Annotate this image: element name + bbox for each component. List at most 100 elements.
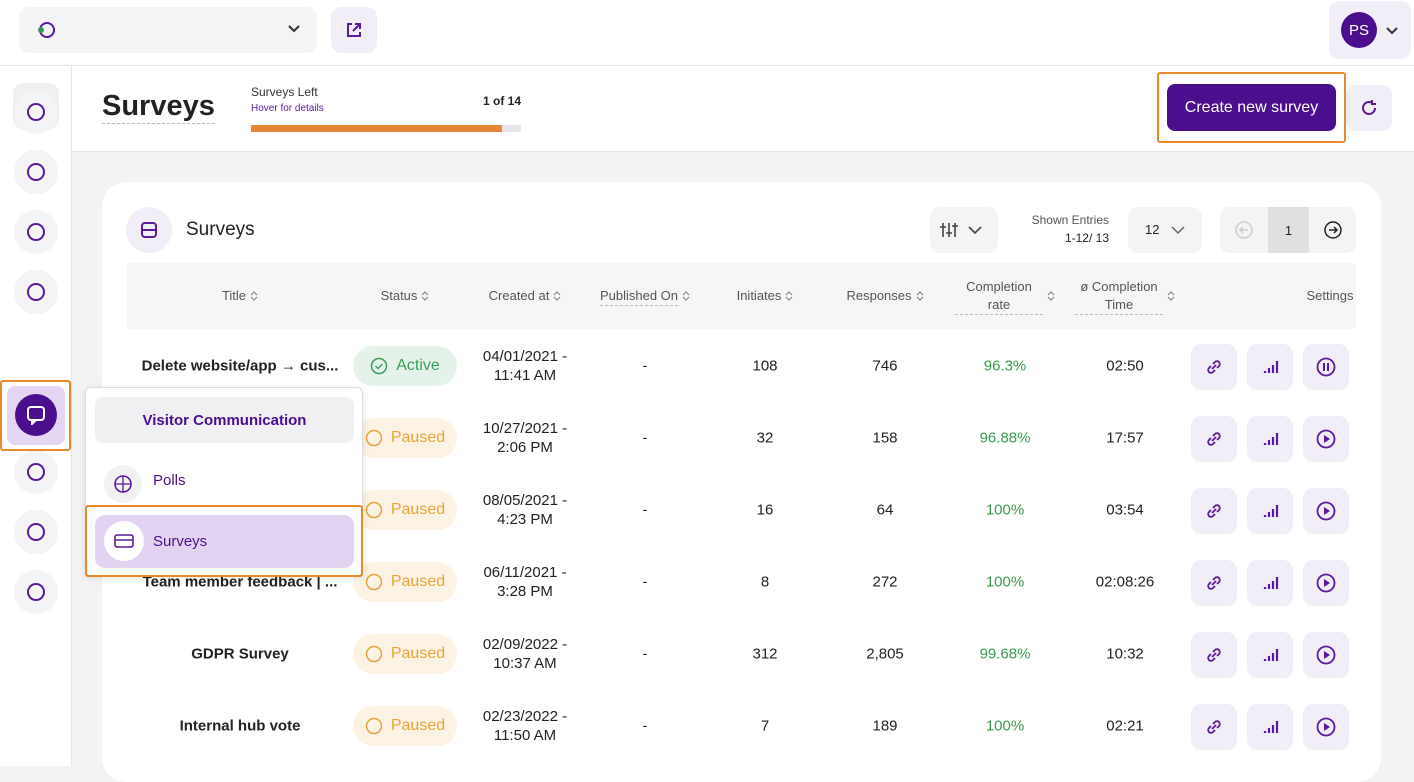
initiates: 8	[760, 573, 770, 591]
survey-title: Delete website/app → cus...	[141, 357, 339, 375]
site-select[interactable]	[19, 7, 317, 53]
initiates: 312	[752, 645, 778, 663]
menu-item-active[interactable]: Surveys	[95, 515, 354, 568]
column-header[interactable]: Created at	[465, 263, 585, 329]
status-badge: Paused	[353, 634, 457, 674]
panel-title: Surveys	[186, 219, 255, 240]
highlight	[85, 505, 363, 577]
action-button[interactable]	[1191, 488, 1237, 534]
created-line: 06/11/2021 -	[483, 564, 567, 581]
polls-icon	[104, 465, 142, 503]
action-button[interactable]	[1191, 344, 1237, 390]
site-icon	[38, 22, 55, 38]
column-label: Created at	[488, 288, 550, 303]
created-line: 2:06 PM	[497, 439, 553, 456]
action-button[interactable]	[1303, 488, 1349, 534]
action-button[interactable]	[1247, 704, 1293, 750]
action-button[interactable]	[1247, 560, 1293, 606]
refresh[interactable]	[1346, 85, 1392, 131]
status-label: Paused	[390, 429, 446, 446]
status-label: Paused	[390, 501, 446, 518]
action-button[interactable]	[1191, 704, 1237, 750]
nav-icon[interactable]	[14, 570, 58, 614]
page-size[interactable]: 12	[1128, 207, 1202, 253]
created-at: 02/23/2022 - 11:50 AM	[483, 707, 567, 745]
column-header[interactable]: Completion rate	[945, 263, 1065, 329]
status-label: Paused	[390, 717, 446, 734]
action-button[interactable]	[1303, 704, 1349, 750]
chevron	[1386, 27, 1398, 35]
created-at: 06/11/2021 - 3:28 PM	[483, 563, 566, 601]
action-button[interactable]	[1303, 632, 1349, 678]
quota-hint[interactable]: Hover for details	[251, 103, 324, 114]
created-line: 02/09/2022 -	[482, 636, 568, 653]
created-line: 08/05/2021 -	[482, 492, 568, 509]
initiates: 7	[760, 717, 770, 735]
create-button[interactable]: Create new survey	[1167, 84, 1336, 131]
created-line: 02/23/2022 -	[482, 708, 568, 725]
column-header[interactable]: ø Completion Time	[1065, 263, 1185, 329]
highlight	[1157, 72, 1346, 143]
action-button[interactable]	[1247, 632, 1293, 678]
published: -	[642, 573, 648, 591]
action-button[interactable]	[1303, 560, 1349, 606]
column-header[interactable]: Published On	[585, 263, 705, 329]
quota-bar	[251, 125, 521, 132]
action-button[interactable]	[1247, 416, 1293, 462]
created-line: 10:37 AM	[493, 655, 557, 672]
column-label: Status	[380, 288, 418, 303]
initiates: 32	[756, 429, 774, 447]
action-button[interactable]	[1303, 344, 1349, 390]
flyout-menu: Visitor Communication Polls Surveys	[85, 387, 363, 577]
action-button[interactable]	[1191, 560, 1237, 606]
action-button[interactable]	[1303, 416, 1349, 462]
column-header[interactable]: Responses	[825, 263, 945, 329]
published: -	[642, 717, 648, 735]
action-button[interactable]	[1191, 632, 1237, 678]
status-badge: Paused	[353, 490, 457, 530]
column-label: Initiates	[736, 288, 782, 303]
column-label: Title	[221, 288, 247, 303]
pagination: 1	[1220, 207, 1356, 253]
survey-title: Internal hub vote	[179, 717, 301, 735]
nav-icon[interactable]	[14, 210, 58, 254]
header: Surveys Surveys Left Hover for details 1…	[72, 66, 1414, 152]
action-button[interactable]	[1191, 416, 1237, 462]
status-label: Paused	[390, 645, 446, 662]
completion-rate: 100%	[985, 573, 1025, 591]
avatar: PS	[1341, 12, 1377, 48]
nav-icon[interactable]	[14, 510, 58, 554]
menu-item[interactable]: Polls	[153, 472, 186, 489]
topbar: PS	[0, 0, 1414, 66]
responses: 189	[872, 717, 898, 735]
open-external[interactable]	[331, 7, 377, 53]
action-button[interactable]	[1247, 344, 1293, 390]
column-header[interactable]: Status	[345, 263, 465, 329]
quota-label: Surveys Left	[251, 85, 318, 99]
action-button[interactable]	[1247, 488, 1293, 534]
status-badge: Active	[353, 346, 457, 386]
survey-title: Team member feedback | ...	[142, 573, 338, 591]
column-header[interactable]: Title	[180, 263, 300, 329]
column-label: ø Completion Time	[1075, 278, 1163, 315]
nav-icon[interactable]	[14, 90, 58, 134]
nav-icon[interactable]	[14, 150, 58, 194]
responses: 64	[876, 501, 894, 519]
filter[interactable]	[930, 207, 998, 253]
created-line: 10/27/2021 -	[482, 420, 568, 437]
current-page[interactable]: 1	[1268, 207, 1309, 253]
completion-rate: 100%	[985, 717, 1025, 735]
user-menu[interactable]: PS	[1329, 1, 1411, 59]
published: -	[642, 357, 648, 375]
column-header[interactable]: Initiates	[705, 263, 825, 329]
status-label: Active	[396, 357, 440, 374]
status-badge: Paused	[353, 418, 457, 458]
completion-time: 02:21	[1106, 717, 1144, 735]
nav-icon[interactable]	[14, 450, 58, 494]
nav-icon[interactable]	[14, 270, 58, 314]
created-line: 11:50 AM	[493, 727, 557, 744]
survey-title: GDPR Survey	[191, 645, 289, 663]
published: -	[642, 501, 648, 519]
column-label: Completion rate	[955, 278, 1043, 315]
